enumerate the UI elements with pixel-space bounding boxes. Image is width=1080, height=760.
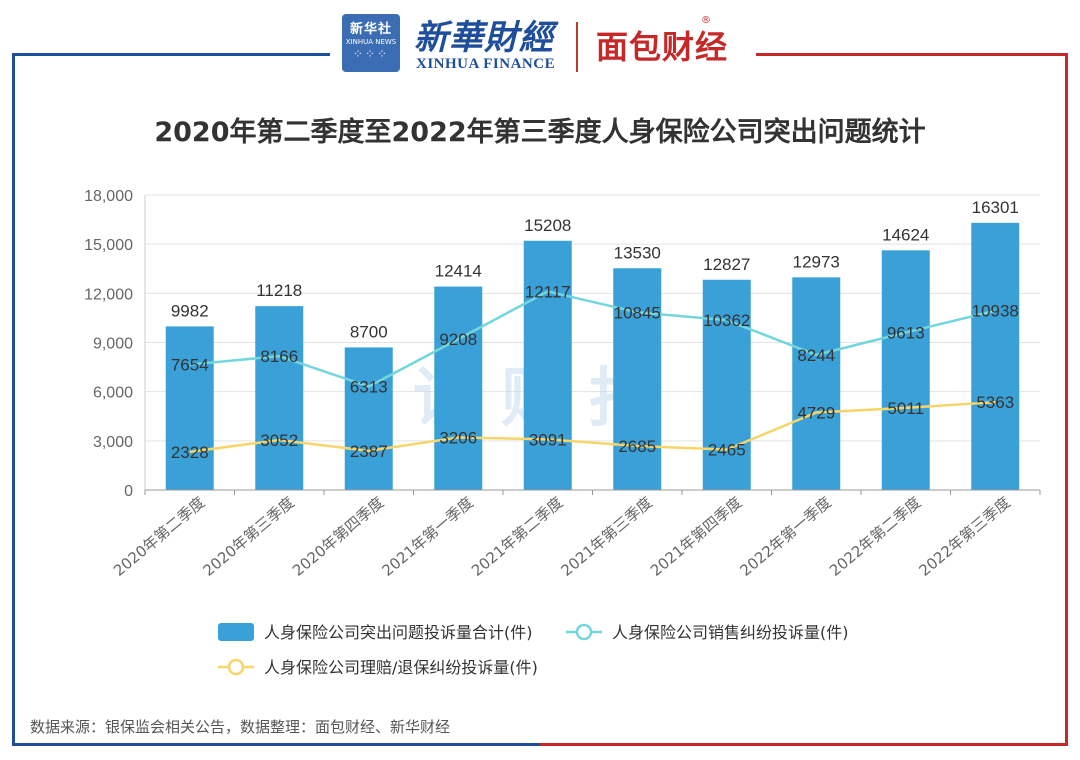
line-value-label: 10845	[614, 303, 661, 322]
bar-value-label: 16301	[972, 198, 1019, 217]
line-value-label: 5363	[976, 393, 1014, 412]
bar-value-label: 12973	[793, 252, 840, 271]
y-tick-label: 6,000	[93, 385, 133, 402]
y-tick-label: 9,000	[93, 336, 133, 353]
legend-bar-swatch	[218, 623, 254, 641]
y-tick-label: 0	[124, 483, 133, 500]
x-tick-label: 2021年第二季度	[468, 493, 566, 580]
x-tick-label: 2022年第二季度	[826, 493, 924, 580]
line-value-label: 2465	[708, 441, 746, 460]
line-value-label: 3091	[529, 430, 567, 449]
line-value-label: 3206	[439, 428, 477, 447]
line-value-label: 2328	[171, 443, 209, 462]
bar	[344, 347, 393, 490]
bar-value-label: 14624	[882, 225, 929, 244]
xinhua-finance-logo-en: XINHUA FINANCE	[416, 56, 556, 72]
line-value-label: 8244	[797, 346, 835, 365]
line-value-label: 4729	[797, 403, 835, 422]
y-tick-label: 12,000	[84, 286, 133, 303]
line-value-label: 3052	[260, 431, 298, 450]
legend-marker	[575, 623, 593, 641]
x-tick-label: 2022年第三季度	[916, 493, 1014, 580]
line-value-label: 10362	[703, 311, 750, 330]
bar-value-label: 12414	[435, 262, 482, 281]
y-tick-label: 3,000	[93, 434, 133, 451]
xinhua-news-logo-cn: 新华社	[349, 22, 392, 37]
series-line	[189, 290, 996, 388]
legend-label: 人身保险公司突出问题投诉量合计(件)	[264, 623, 533, 642]
bar-value-label: 11218	[256, 281, 302, 300]
bar	[971, 222, 1020, 490]
line-value-label: 2685	[618, 437, 656, 456]
bar	[165, 326, 214, 490]
legend-marker	[227, 658, 245, 676]
y-tick-label: 18,000	[84, 188, 133, 205]
line-value-label: 12117	[525, 282, 571, 301]
series-line	[189, 400, 996, 454]
bar	[613, 268, 662, 490]
bar-value-label: 15208	[524, 216, 571, 235]
frame-left	[12, 53, 15, 746]
bar-value-label: 9982	[171, 301, 209, 320]
x-tick-label: 2020年第二季度	[110, 493, 208, 580]
data-source-footer: 数据来源：银保监会相关公告，数据整理：面包财经、新华财经	[30, 718, 451, 736]
x-tick-label: 2021年第四季度	[647, 493, 745, 580]
line-value-label: 7654	[171, 356, 209, 375]
x-tick-label: 2020年第四季度	[289, 493, 387, 580]
bar-value-label: 13530	[614, 243, 661, 262]
frame-right	[1065, 53, 1068, 746]
line-value-label: 9208	[439, 330, 477, 349]
bar	[881, 250, 930, 490]
frame-top-right	[756, 53, 1068, 56]
bar	[702, 279, 751, 490]
bar	[523, 240, 572, 490]
xinhua-news-logo-en: XINHUA NEWS	[345, 38, 397, 46]
legend-label: 人身保险公司理赔/退保纠纷投诉量(件)	[264, 658, 538, 677]
bar	[434, 286, 483, 490]
xinhua-finance-logo-cn: 新華財經	[414, 18, 554, 58]
xinhua-news-logo: 新华社 XINHUA NEWS ⁘⁘⁘	[342, 14, 400, 72]
y-tick-label: 15,000	[84, 237, 133, 254]
line-value-label: 8166	[260, 347, 298, 366]
registered-mark: ®	[701, 15, 711, 26]
line-value-label: 10938	[972, 302, 1019, 321]
header: 新华社 XINHUA NEWS ⁘⁘⁘ 新華財經 XINHUA FINANCE …	[0, 0, 1080, 80]
bar-value-label: 12827	[703, 255, 750, 274]
frame-top-left	[12, 53, 330, 56]
bar-value-label: 8700	[350, 322, 388, 341]
line-value-label: 2387	[350, 442, 388, 461]
network-dots-icon: ⁘⁘⁘	[352, 47, 390, 61]
bar	[792, 277, 841, 490]
mianbao-logo: 面包财经	[596, 28, 729, 66]
x-tick-label: 2021年第一季度	[379, 493, 477, 580]
line-value-label: 5011	[887, 399, 924, 418]
x-tick-label: 2020年第三季度	[200, 493, 298, 580]
x-tick-label: 2021年第三季度	[558, 493, 656, 580]
frame-bottom-left	[12, 743, 540, 746]
bar	[255, 306, 304, 490]
frame-bottom-right	[540, 743, 1068, 746]
legend-label: 人身保险公司销售纠纷投诉量(件)	[612, 623, 849, 642]
x-tick-label: 2022年第一季度	[737, 493, 835, 580]
line-value-label: 6313	[350, 378, 388, 397]
logo-divider	[576, 22, 578, 72]
chart-title: 2020年第二季度至2022年第三季度人身保险公司突出问题统计	[154, 117, 926, 148]
line-value-label: 9613	[887, 323, 925, 342]
